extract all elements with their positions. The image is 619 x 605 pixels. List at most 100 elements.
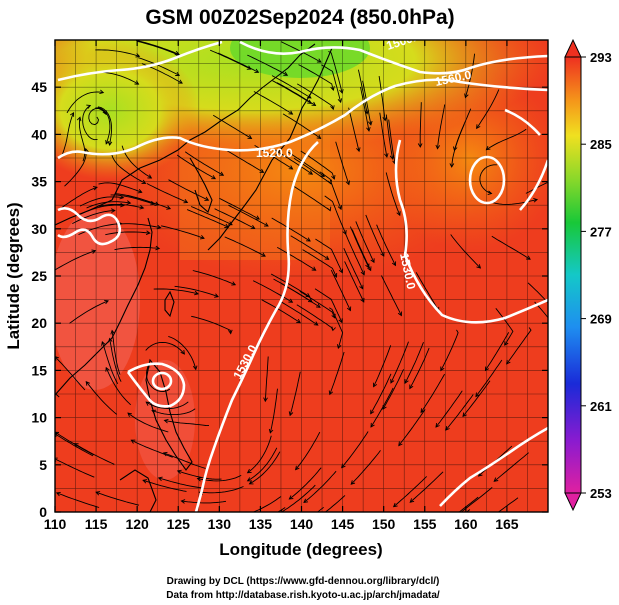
streamline-arrow [342, 230, 347, 235]
streamline-arrow [326, 206, 332, 212]
streamline [105, 231, 150, 236]
streamline-arrow [288, 298, 294, 303]
streamline-arrow [147, 174, 153, 179]
streamline-arrow [372, 382, 378, 388]
streamline [491, 235, 531, 260]
x-tick-label: 155 [413, 516, 437, 532]
streamline-arrow [445, 426, 450, 431]
streamline [145, 341, 185, 355]
streamline-arrow [462, 412, 467, 418]
chart-title: GSM 00Z02Sep2024 (850.0hPa) [145, 6, 454, 29]
streamline-arrow [464, 93, 469, 99]
y-tick-label: 40 [31, 126, 47, 142]
streamline [355, 221, 375, 263]
streamline-arrow [264, 222, 269, 227]
streamline [302, 249, 337, 278]
streamline [289, 467, 322, 500]
streamline-arrow [288, 165, 294, 170]
streamline-arrow [176, 469, 182, 475]
streamline [365, 214, 385, 257]
streamline [351, 229, 372, 271]
streamline [329, 351, 345, 395]
streamline [111, 155, 146, 184]
streamline [64, 148, 87, 187]
streamline [271, 75, 312, 99]
streamline [111, 330, 121, 375]
streamline-arrow [554, 332, 558, 336]
streamline [252, 496, 282, 512]
streamline-arrow [248, 480, 254, 485]
streamline-arrow [85, 380, 90, 386]
streamline-arrow [145, 401, 151, 406]
streamline [329, 307, 344, 349]
x-tick-label: 150 [372, 516, 396, 532]
streamline [88, 108, 107, 126]
streamline [348, 107, 360, 152]
streamline [55, 250, 96, 271]
streamline-arrow [55, 356, 59, 361]
streamline [497, 497, 519, 512]
land-tint-china [55, 210, 140, 390]
streamline-arrow [384, 153, 389, 158]
streamline-arrow [398, 441, 403, 447]
streamline [289, 371, 301, 416]
streamline [298, 64, 334, 91]
y-tick-label: 0 [39, 504, 47, 520]
streamline [142, 479, 187, 492]
streamline-arrow [370, 409, 375, 415]
streamline-arrow [420, 408, 425, 414]
streamline [74, 443, 115, 465]
streamline-arrow [127, 412, 132, 417]
streamline-arrow [145, 230, 151, 236]
coastline-asia [55, 43, 316, 226]
streamline-arrow [73, 443, 79, 448]
colorbar-tick-label: 285 [590, 137, 612, 152]
streamline-arrow [211, 175, 217, 180]
streamline [253, 280, 293, 303]
streamline [476, 89, 500, 129]
streamline [404, 342, 424, 384]
x-tick-label: 120 [125, 516, 149, 532]
streamline [527, 282, 548, 304]
streamline-arrow [288, 495, 294, 500]
colorbar-tick-label: 293 [590, 50, 612, 65]
contour-anticyclone [468, 155, 506, 205]
streamline [349, 226, 370, 268]
streamline-arrow [409, 498, 415, 503]
streamline-arrow [69, 111, 75, 117]
streamline [445, 394, 474, 431]
streamline-arrow [246, 477, 252, 482]
streamline-arrow [162, 451, 168, 457]
streamline-arrow [259, 168, 265, 173]
streamline [72, 210, 115, 224]
streamline [485, 332, 510, 371]
streamline-arrow [305, 292, 311, 298]
streamline-arrow [228, 329, 233, 335]
streamline-arrow [241, 514, 245, 518]
streamline-arrow [360, 270, 365, 276]
y-axis: 0 5 10 15 20 25 30 35 40 45 [31, 79, 548, 520]
streamline [153, 288, 199, 295]
contour-label: 1520.0 [256, 146, 293, 160]
streamline [210, 49, 252, 70]
contour-north [57, 40, 548, 82]
streamline-arrow [196, 476, 202, 482]
streamline-arrow [166, 205, 172, 210]
contour-mid [57, 207, 122, 246]
streamline-arrow [192, 365, 198, 371]
streamline [269, 388, 278, 433]
streamline [174, 285, 219, 298]
streamline-arrow [382, 405, 387, 410]
streamline-arrow [288, 110, 294, 115]
y-tick-label: 5 [39, 457, 47, 473]
streamline [385, 172, 401, 216]
streamline-arrow [296, 318, 301, 324]
streamline-arrow [367, 266, 372, 272]
streamline-arrow [487, 190, 493, 196]
coastlines [55, 43, 333, 512]
streamline [137, 40, 181, 56]
streamline-arrow [280, 509, 283, 512]
streamline-arrow [346, 306, 352, 312]
streamline [271, 217, 311, 242]
grid-lines [55, 40, 548, 512]
